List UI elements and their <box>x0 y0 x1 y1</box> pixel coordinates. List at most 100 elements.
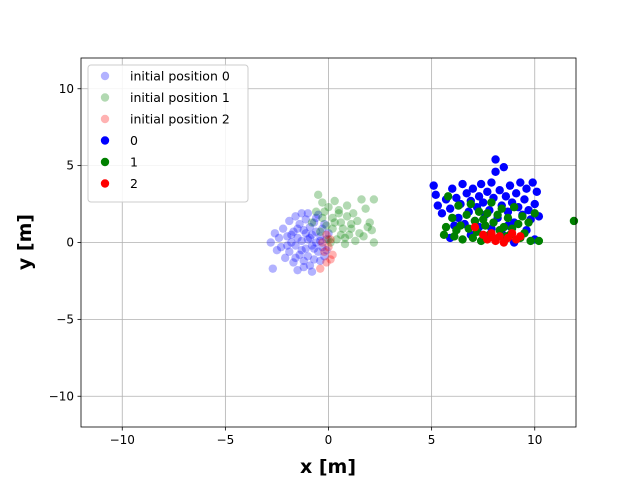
data-point <box>307 218 317 227</box>
data-point <box>505 181 515 190</box>
data-point <box>501 192 511 201</box>
data-point <box>448 184 457 193</box>
data-point <box>468 184 478 193</box>
data-point <box>369 238 379 247</box>
legend-box <box>87 64 249 203</box>
data-point <box>330 218 339 227</box>
data-point <box>340 233 350 243</box>
data-point <box>351 236 360 246</box>
data-point <box>322 258 331 267</box>
data-point <box>468 233 478 243</box>
data-point <box>359 232 368 241</box>
data-point <box>433 201 443 210</box>
data-point <box>299 256 308 266</box>
data-point <box>316 236 325 246</box>
data-point <box>470 222 480 232</box>
data-point <box>534 236 544 246</box>
data-point <box>516 178 525 187</box>
data-point <box>322 245 331 255</box>
data-point <box>522 184 531 193</box>
data-point <box>266 238 275 247</box>
data-point <box>524 206 533 215</box>
data-point <box>311 207 321 216</box>
data-point <box>342 201 352 210</box>
data-point <box>452 193 461 203</box>
data-point <box>318 238 327 247</box>
data-point <box>293 265 302 275</box>
data-point <box>353 216 362 226</box>
data-point <box>295 250 304 259</box>
data-points <box>266 155 579 276</box>
x-tick-label: 5 <box>428 433 436 447</box>
data-point <box>316 256 325 266</box>
data-point <box>340 239 350 249</box>
data-point <box>491 167 500 176</box>
data-point <box>305 233 315 243</box>
y-tick-label: 0 <box>66 236 74 250</box>
legend-item: initial position 2 <box>100 112 230 127</box>
data-point <box>280 253 290 263</box>
legend-item: 2 <box>100 176 138 191</box>
data-point <box>303 235 313 244</box>
data-point <box>328 224 337 233</box>
data-point <box>301 215 311 224</box>
y-tick-label: 5 <box>66 159 74 173</box>
data-point <box>441 222 451 232</box>
data-point <box>448 213 457 223</box>
data-point <box>487 198 496 207</box>
legend: initial position 0 initial position 1 init… <box>87 64 249 203</box>
data-point <box>322 230 331 240</box>
series-2 <box>470 222 525 247</box>
y-axis-label: y [m] <box>14 214 36 270</box>
data-point <box>297 209 306 218</box>
legend-label: initial position 0 <box>130 69 230 84</box>
data-point <box>503 207 513 216</box>
data-point <box>344 230 354 240</box>
data-point <box>487 178 496 187</box>
data-point <box>520 195 529 204</box>
legend-item: initial position 0 <box>100 69 230 84</box>
data-point <box>462 189 471 198</box>
data-point <box>291 253 300 263</box>
legend-label: 1 <box>130 155 138 170</box>
data-point <box>497 204 506 213</box>
data-point <box>313 190 323 200</box>
data-point <box>524 218 533 227</box>
data-point <box>528 178 537 187</box>
data-point <box>316 264 325 273</box>
data-point <box>454 201 463 210</box>
data-point <box>326 238 335 247</box>
data-point <box>324 229 333 238</box>
data-point <box>361 204 370 213</box>
data-point <box>297 236 306 246</box>
legend-item: 0 <box>100 133 138 148</box>
data-point <box>291 241 300 250</box>
data-point <box>365 218 374 227</box>
data-point <box>439 230 449 240</box>
y-tick-label: −5 <box>56 312 74 326</box>
data-point <box>363 222 372 232</box>
x-tick-label: −5 <box>217 433 235 447</box>
data-point <box>458 235 467 244</box>
data-point <box>320 252 329 261</box>
data-point <box>311 213 321 223</box>
data-point <box>283 241 292 250</box>
data-point <box>514 219 523 229</box>
data-point <box>322 221 331 230</box>
data-point <box>324 202 333 212</box>
data-point <box>507 229 517 238</box>
data-point <box>316 227 325 236</box>
data-point <box>530 209 539 218</box>
data-point <box>466 199 476 209</box>
data-point <box>530 199 539 209</box>
data-point <box>452 226 461 235</box>
data-point <box>320 207 329 216</box>
data-point <box>322 235 331 244</box>
legend-item: 1 <box>100 155 138 170</box>
data-point <box>338 224 348 233</box>
data-point <box>458 179 467 189</box>
data-point <box>307 267 317 276</box>
data-point <box>303 209 313 218</box>
